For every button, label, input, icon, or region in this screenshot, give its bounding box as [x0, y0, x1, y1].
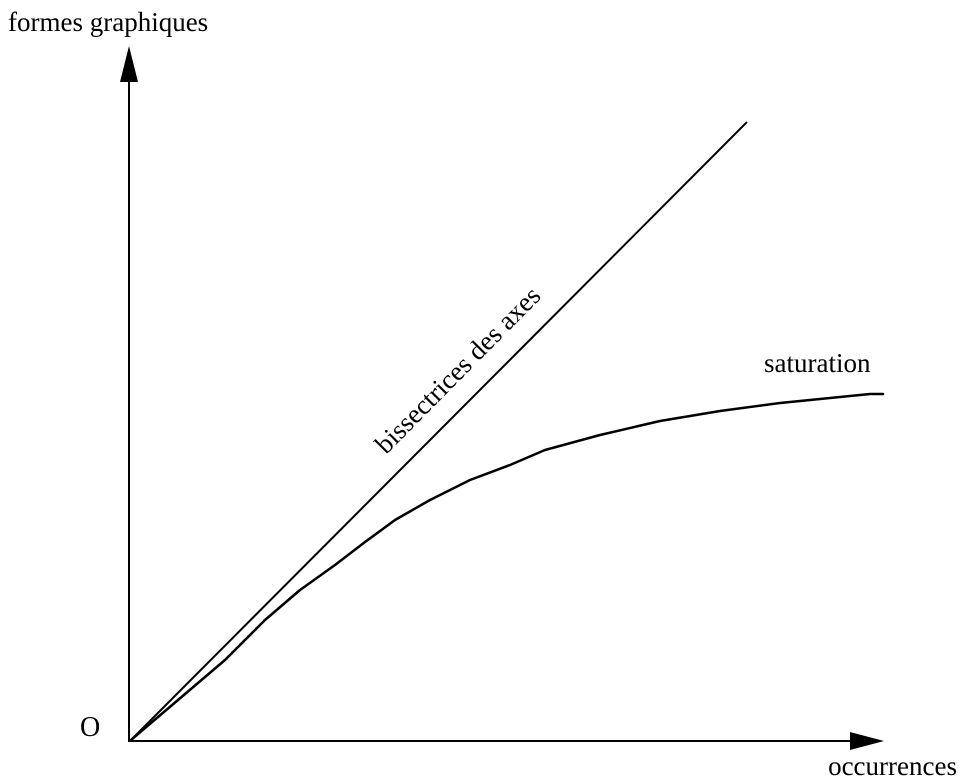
saturation-label: saturation — [764, 348, 871, 378]
x-axis-arrowhead — [850, 732, 884, 750]
bisector-label: bissectrices des axes — [369, 280, 546, 459]
y-axis-arrowhead — [120, 46, 138, 82]
y-axis-label: formes graphiques — [8, 7, 208, 37]
bisector-line — [130, 121, 748, 741]
saturation-curve — [129, 392, 885, 742]
origin-label: O — [80, 712, 100, 743]
x-axis-label: occurrences — [828, 751, 957, 781]
